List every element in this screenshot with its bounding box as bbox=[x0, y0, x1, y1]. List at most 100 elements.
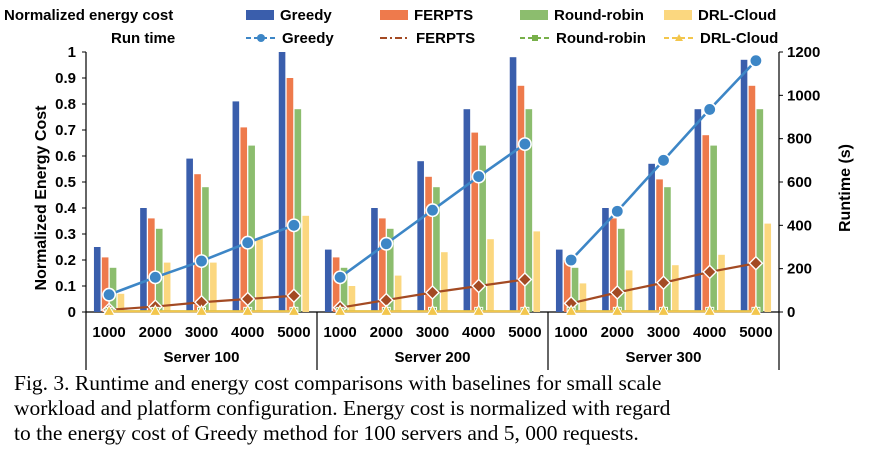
x-tick-label: 2000 bbox=[601, 324, 634, 341]
runtime-point bbox=[564, 304, 578, 316]
bar bbox=[579, 283, 587, 312]
group-label: Server 100 bbox=[164, 349, 240, 366]
runtime-point bbox=[610, 304, 624, 316]
legend-swatch bbox=[520, 10, 548, 20]
x-tick-label: 3000 bbox=[185, 324, 218, 341]
x-tick-label: 3000 bbox=[647, 324, 680, 341]
x-tick-label: 1000 bbox=[554, 324, 587, 341]
runtime-point bbox=[748, 53, 763, 68]
bar bbox=[425, 176, 432, 312]
left-tick-label: 0.9 bbox=[55, 70, 76, 87]
runtime-point bbox=[379, 236, 394, 251]
bar bbox=[555, 249, 563, 312]
bar bbox=[232, 101, 240, 313]
runtime-point bbox=[286, 288, 302, 304]
bar bbox=[702, 135, 710, 312]
legend-row-label-runtime: Run time bbox=[111, 30, 175, 47]
legend-swatch bbox=[664, 10, 692, 20]
bar bbox=[348, 286, 356, 312]
bar bbox=[648, 163, 655, 312]
left-tick-label: 0.1 bbox=[55, 278, 76, 295]
bar bbox=[117, 293, 125, 312]
left-tick-label: 0 bbox=[68, 304, 76, 321]
runtime-point bbox=[517, 272, 533, 287]
bar bbox=[479, 145, 486, 312]
x-tick-label: 1000 bbox=[323, 324, 356, 341]
runtime-point bbox=[703, 304, 717, 316]
bar bbox=[517, 85, 525, 312]
runtime-point bbox=[194, 254, 209, 269]
right-tick-label: 0 bbox=[787, 304, 795, 321]
legend-marker bbox=[675, 34, 683, 41]
bar bbox=[433, 187, 440, 312]
runtime-point bbox=[748, 255, 764, 271]
right-axis-title: Runtime (s) bbox=[837, 144, 854, 232]
bar bbox=[525, 109, 533, 312]
bar bbox=[441, 252, 448, 312]
x-tick-label: 4000 bbox=[462, 324, 495, 341]
bar bbox=[563, 260, 571, 312]
runtime-point bbox=[241, 304, 255, 316]
runtime-point bbox=[333, 304, 347, 316]
runtime-point bbox=[426, 304, 439, 316]
bar bbox=[417, 161, 424, 312]
runtime-point bbox=[656, 275, 671, 291]
runtime-point bbox=[148, 270, 163, 285]
bar bbox=[710, 145, 717, 312]
left-tick-label: 0.8 bbox=[55, 96, 76, 113]
right-tick-label: 200 bbox=[787, 261, 812, 278]
bar bbox=[202, 187, 209, 312]
x-tick-label: 3000 bbox=[416, 324, 449, 341]
legend-label: FERPTS bbox=[414, 7, 473, 24]
runtime-point bbox=[148, 304, 162, 316]
right-tick-label: 800 bbox=[787, 131, 812, 148]
legend-label: Round-robin bbox=[556, 30, 646, 47]
caption-line-3: to the energy cost of Greedy method for … bbox=[14, 421, 639, 445]
legend-label: DRL-Cloud bbox=[698, 7, 776, 24]
runtime-point bbox=[195, 304, 208, 316]
bar bbox=[186, 158, 193, 312]
runtime-energy-chart: 0 0.1 0.2 0.3 0.4 0.5 0.6 0.7 0.8 0.9 1 0 200 400 600 8… bbox=[4, 7, 854, 370]
bar bbox=[740, 59, 748, 312]
x-tick-label: 4000 bbox=[231, 324, 264, 341]
runtime-point bbox=[425, 203, 440, 218]
legend-marker bbox=[257, 34, 265, 42]
bar bbox=[248, 145, 255, 312]
left-axis-title: Normalized Energy Cost bbox=[33, 105, 50, 291]
right-tick-label: 1000 bbox=[787, 87, 820, 104]
legend-row-label-energy: Normalized energy cost bbox=[4, 7, 173, 24]
bar bbox=[371, 208, 378, 312]
left-tick-label: 0.3 bbox=[55, 226, 76, 243]
figure-caption: Fig. 3. Runtime and energy cost comparis… bbox=[14, 371, 874, 446]
right-tick-label: 600 bbox=[787, 174, 812, 191]
runtime-point bbox=[286, 218, 301, 233]
caption-line-1: Fig. 3. Runtime and energy cost comparis… bbox=[14, 371, 662, 395]
bar bbox=[533, 231, 541, 312]
bar bbox=[394, 275, 402, 312]
bar bbox=[602, 208, 609, 312]
bar bbox=[155, 228, 163, 312]
bar bbox=[101, 257, 109, 312]
bar bbox=[764, 223, 772, 312]
bar bbox=[194, 174, 201, 312]
legend-swatch bbox=[380, 10, 408, 20]
runtime-point bbox=[609, 285, 625, 300]
bar bbox=[148, 218, 155, 312]
bar bbox=[286, 78, 294, 312]
runtime-point bbox=[425, 285, 440, 300]
bar bbox=[487, 239, 494, 312]
legend-label: Round-robin bbox=[554, 7, 644, 24]
bar bbox=[718, 254, 725, 312]
bar bbox=[240, 127, 248, 313]
bar bbox=[571, 267, 579, 312]
bar bbox=[672, 265, 679, 312]
bar bbox=[386, 228, 394, 312]
bar bbox=[324, 249, 332, 312]
group-label: Server 300 bbox=[626, 349, 702, 366]
group-label: Server 200 bbox=[395, 349, 471, 366]
runtime-point bbox=[333, 270, 348, 285]
bar bbox=[210, 262, 217, 312]
bar bbox=[748, 85, 756, 312]
legend-swatch bbox=[246, 10, 274, 20]
bar bbox=[463, 109, 471, 312]
